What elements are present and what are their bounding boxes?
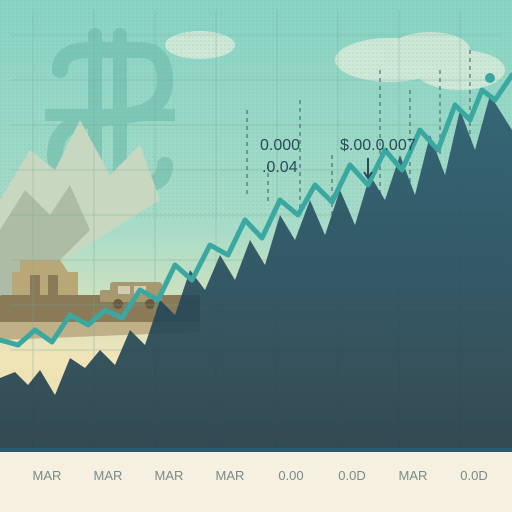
x-axis-label: 0.0D [460, 468, 487, 483]
x-axis-label: MAR [399, 468, 428, 483]
x-axis-label: MAR [33, 468, 62, 483]
chart-annotation: 0.000 [260, 137, 300, 154]
chart-annotation: $.00.0.007 [340, 137, 416, 154]
peak-marker [485, 73, 495, 83]
x-axis-label: MAR [216, 468, 245, 483]
x-axis-label: MAR [94, 468, 123, 483]
x-axis-label: 0.00 [278, 468, 303, 483]
chart-svg: 0.000 .0.04 $.00.0.007 MAR MAR MAR MAR 0.00 0.0… [0, 0, 512, 512]
chart-annotation: .0.04 [262, 159, 298, 176]
x-axis-band [0, 452, 512, 512]
financial-chart: 0.000 .0.04 $.00.0.007 MAR MAR MAR MAR 0.00 0.0… [0, 0, 512, 512]
x-axis-label: MAR [155, 468, 184, 483]
x-axis-label: 0.0D [338, 468, 365, 483]
